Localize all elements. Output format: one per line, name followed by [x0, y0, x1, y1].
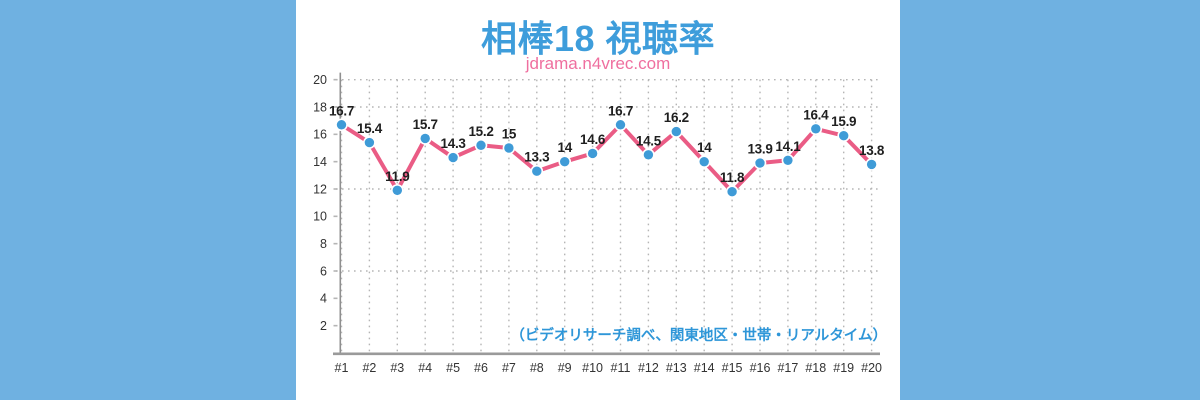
data-point-label: 13.8	[859, 143, 885, 158]
data-point	[839, 130, 849, 141]
chart-panel: 相棒18 視聴率 jdrama.n4vrec.com 2 4 6 8 10 12 14 16 1…	[296, 0, 900, 400]
chart-subtitle: jdrama.n4vrec.com	[525, 54, 671, 73]
x-axis-tick-label: #14	[694, 361, 715, 375]
data-point	[392, 185, 402, 196]
data-point-label: 15.4	[357, 121, 383, 136]
chart-title: 相棒18 視聴率	[480, 18, 716, 59]
data-point-label: 14.1	[775, 139, 801, 154]
y-axis-tick-label: 2	[320, 319, 327, 333]
x-axis-tick-label: #8	[530, 361, 544, 375]
data-point	[476, 140, 486, 150]
y-axis-tick-label: 6	[320, 264, 327, 278]
data-point-label: 14	[557, 140, 572, 155]
y-axis-tick-label: 10	[313, 210, 327, 224]
x-axis-tick-label: #18	[805, 361, 826, 375]
data-point-label: 13.3	[524, 150, 550, 165]
x-axis-tick-label: #5	[446, 361, 460, 375]
data-point	[811, 124, 821, 134]
x-axis-tick-label: #6	[474, 361, 488, 375]
source-caption: （ビデオリサーチ調べ、関東地区・世帯・リアルタイム）	[510, 328, 887, 344]
data-point-label: 16.4	[803, 107, 829, 122]
y-axis-tick-label: 20	[313, 73, 327, 87]
x-axis-tick-label: #20	[861, 361, 882, 375]
x-axis-tick-label: #4	[418, 361, 432, 375]
data-point-label: 15.9	[831, 114, 856, 129]
y-axis-tick-label: 18	[313, 100, 327, 114]
data-point-label: 14.5	[636, 133, 662, 148]
data-point-label: 15	[502, 126, 517, 141]
data-point	[364, 137, 375, 148]
data-point	[615, 120, 626, 130]
data-point-label: 16.2	[664, 110, 689, 125]
data-point-label: 11.8	[720, 170, 745, 185]
data-point-label: 15.7	[413, 117, 438, 132]
data-point	[420, 133, 430, 144]
x-axis-tick-label: #12	[638, 361, 659, 375]
data-point-label: 16.7	[329, 103, 354, 118]
x-axis-tick-label: #13	[666, 361, 687, 375]
x-axis-tick-label: #16	[750, 361, 771, 375]
data-point	[755, 158, 765, 168]
data-point	[504, 143, 514, 153]
data-point	[336, 120, 347, 130]
data-point	[727, 187, 737, 197]
x-axis-tick-label: #15	[722, 361, 743, 375]
data-point	[643, 150, 654, 160]
data-point	[532, 166, 542, 176]
data-point-label: 16.7	[608, 103, 633, 118]
x-axis-tick-label: #7	[502, 361, 516, 375]
y-axis-tick-label: 12	[313, 182, 327, 196]
x-axis-tick-label: #9	[558, 361, 572, 375]
data-point	[587, 148, 598, 159]
x-axis-tick-label: #17	[777, 361, 798, 375]
x-axis-tick-label: #19	[833, 361, 854, 375]
y-axis-tick-label: 14	[313, 155, 327, 169]
y-axis-tick-label: 4	[320, 292, 327, 306]
data-point-label: 13.9	[747, 142, 772, 157]
y-axis-tick-label: 8	[320, 237, 327, 251]
data-point-label: 11.9	[385, 169, 409, 184]
data-point	[671, 126, 681, 137]
data-point	[448, 152, 458, 163]
x-axis-tick-label: #3	[390, 361, 404, 375]
y-axis-tick-label: 16	[313, 128, 327, 142]
x-axis-tick-label: #10	[582, 361, 603, 375]
x-axis-tick-label: #2	[362, 361, 376, 375]
data-point-label: 15.2	[468, 124, 493, 139]
data-point	[699, 156, 709, 167]
x-axis-tick-label: #11	[611, 361, 631, 375]
data-point-label: 14	[697, 140, 712, 155]
data-point-label: 14.3	[441, 136, 467, 151]
data-point	[560, 156, 570, 167]
data-point-label: 14.6	[580, 132, 606, 147]
ratings-line-chart: 2 4 6 8 10 12 14 16 18 20 #1 #2 #3 #4 #5 #6 #7 #8 #9 #10 #11…	[313, 72, 885, 375]
x-axis-tick-label: #1	[335, 361, 349, 375]
data-point	[866, 159, 877, 170]
data-point	[783, 155, 793, 165]
